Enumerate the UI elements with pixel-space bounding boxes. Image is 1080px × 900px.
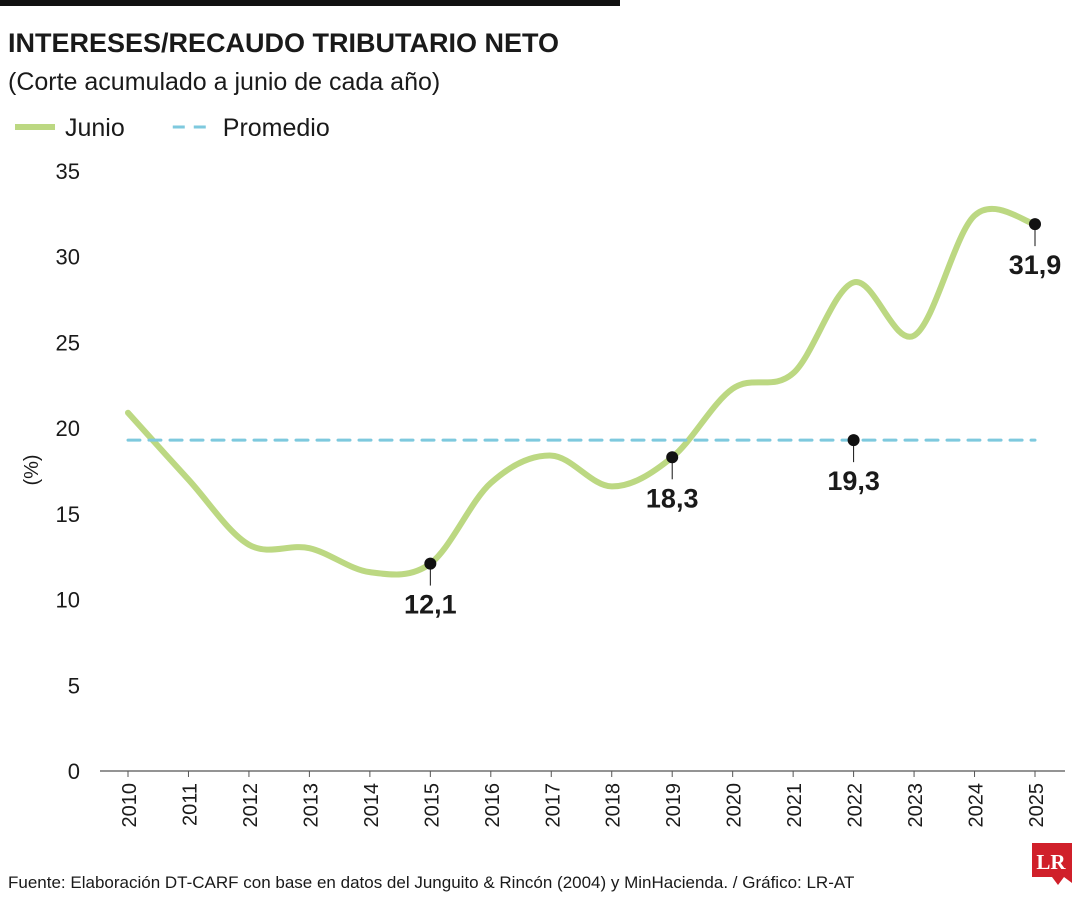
x-tick-label: 2024 [966, 783, 988, 828]
data-point [1029, 218, 1041, 231]
x-tick-label: 2022 [845, 783, 867, 828]
y-axis-label: (%) [21, 454, 43, 485]
x-tick-label: 2016 [482, 783, 504, 828]
y-tick-label: 20 [56, 416, 80, 441]
chart-title: INTERESES/RECAUDO TRIBUTARIO NETO [8, 28, 559, 58]
x-tick-label: 2021 [784, 783, 806, 828]
logo: LR [1036, 850, 1066, 874]
series-line [125, 205, 1038, 578]
y-tick-label: 25 [56, 330, 80, 355]
x-tick-label: 2011 [179, 783, 201, 826]
legend-label: Promedio [223, 114, 330, 142]
x-tick-label: 2013 [300, 783, 322, 828]
data-label: 12,1 [404, 590, 457, 620]
x-tick-label: 2018 [603, 783, 625, 828]
x-tick-label: 2010 [119, 783, 141, 828]
x-tick-label: 2020 [724, 783, 746, 828]
y-tick-label: 15 [56, 502, 80, 527]
y-tick-label: 5 [68, 673, 80, 698]
logo-badge [1032, 843, 1072, 885]
y-tick-label: 10 [56, 588, 80, 613]
chart-subtitle: (Corte acumulado a junio de cada año) [8, 68, 440, 96]
legend-label: Junio [65, 114, 125, 142]
top-bar [0, 0, 620, 6]
y-tick-label: 0 [68, 759, 80, 784]
x-tick-label: 2014 [361, 783, 383, 828]
data-label: 19,3 [827, 466, 880, 496]
y-tick-label: 35 [56, 159, 80, 184]
data-label: 31,9 [1009, 250, 1062, 280]
x-tick-label: 2023 [905, 783, 927, 828]
x-tick-label: 2017 [542, 783, 564, 828]
data-label: 18,3 [646, 483, 699, 513]
data-point [666, 451, 679, 464]
y-tick-label: 30 [56, 245, 80, 270]
x-tick-label: 2019 [663, 783, 685, 828]
x-tick-label: 2012 [240, 783, 262, 828]
x-tick-label: 2015 [421, 783, 443, 828]
data-point [424, 557, 437, 570]
source-note: Fuente: Elaboración DT-CARF con base en … [8, 873, 854, 892]
x-tick-label: 2025 [1026, 783, 1048, 828]
data-point [847, 434, 860, 447]
